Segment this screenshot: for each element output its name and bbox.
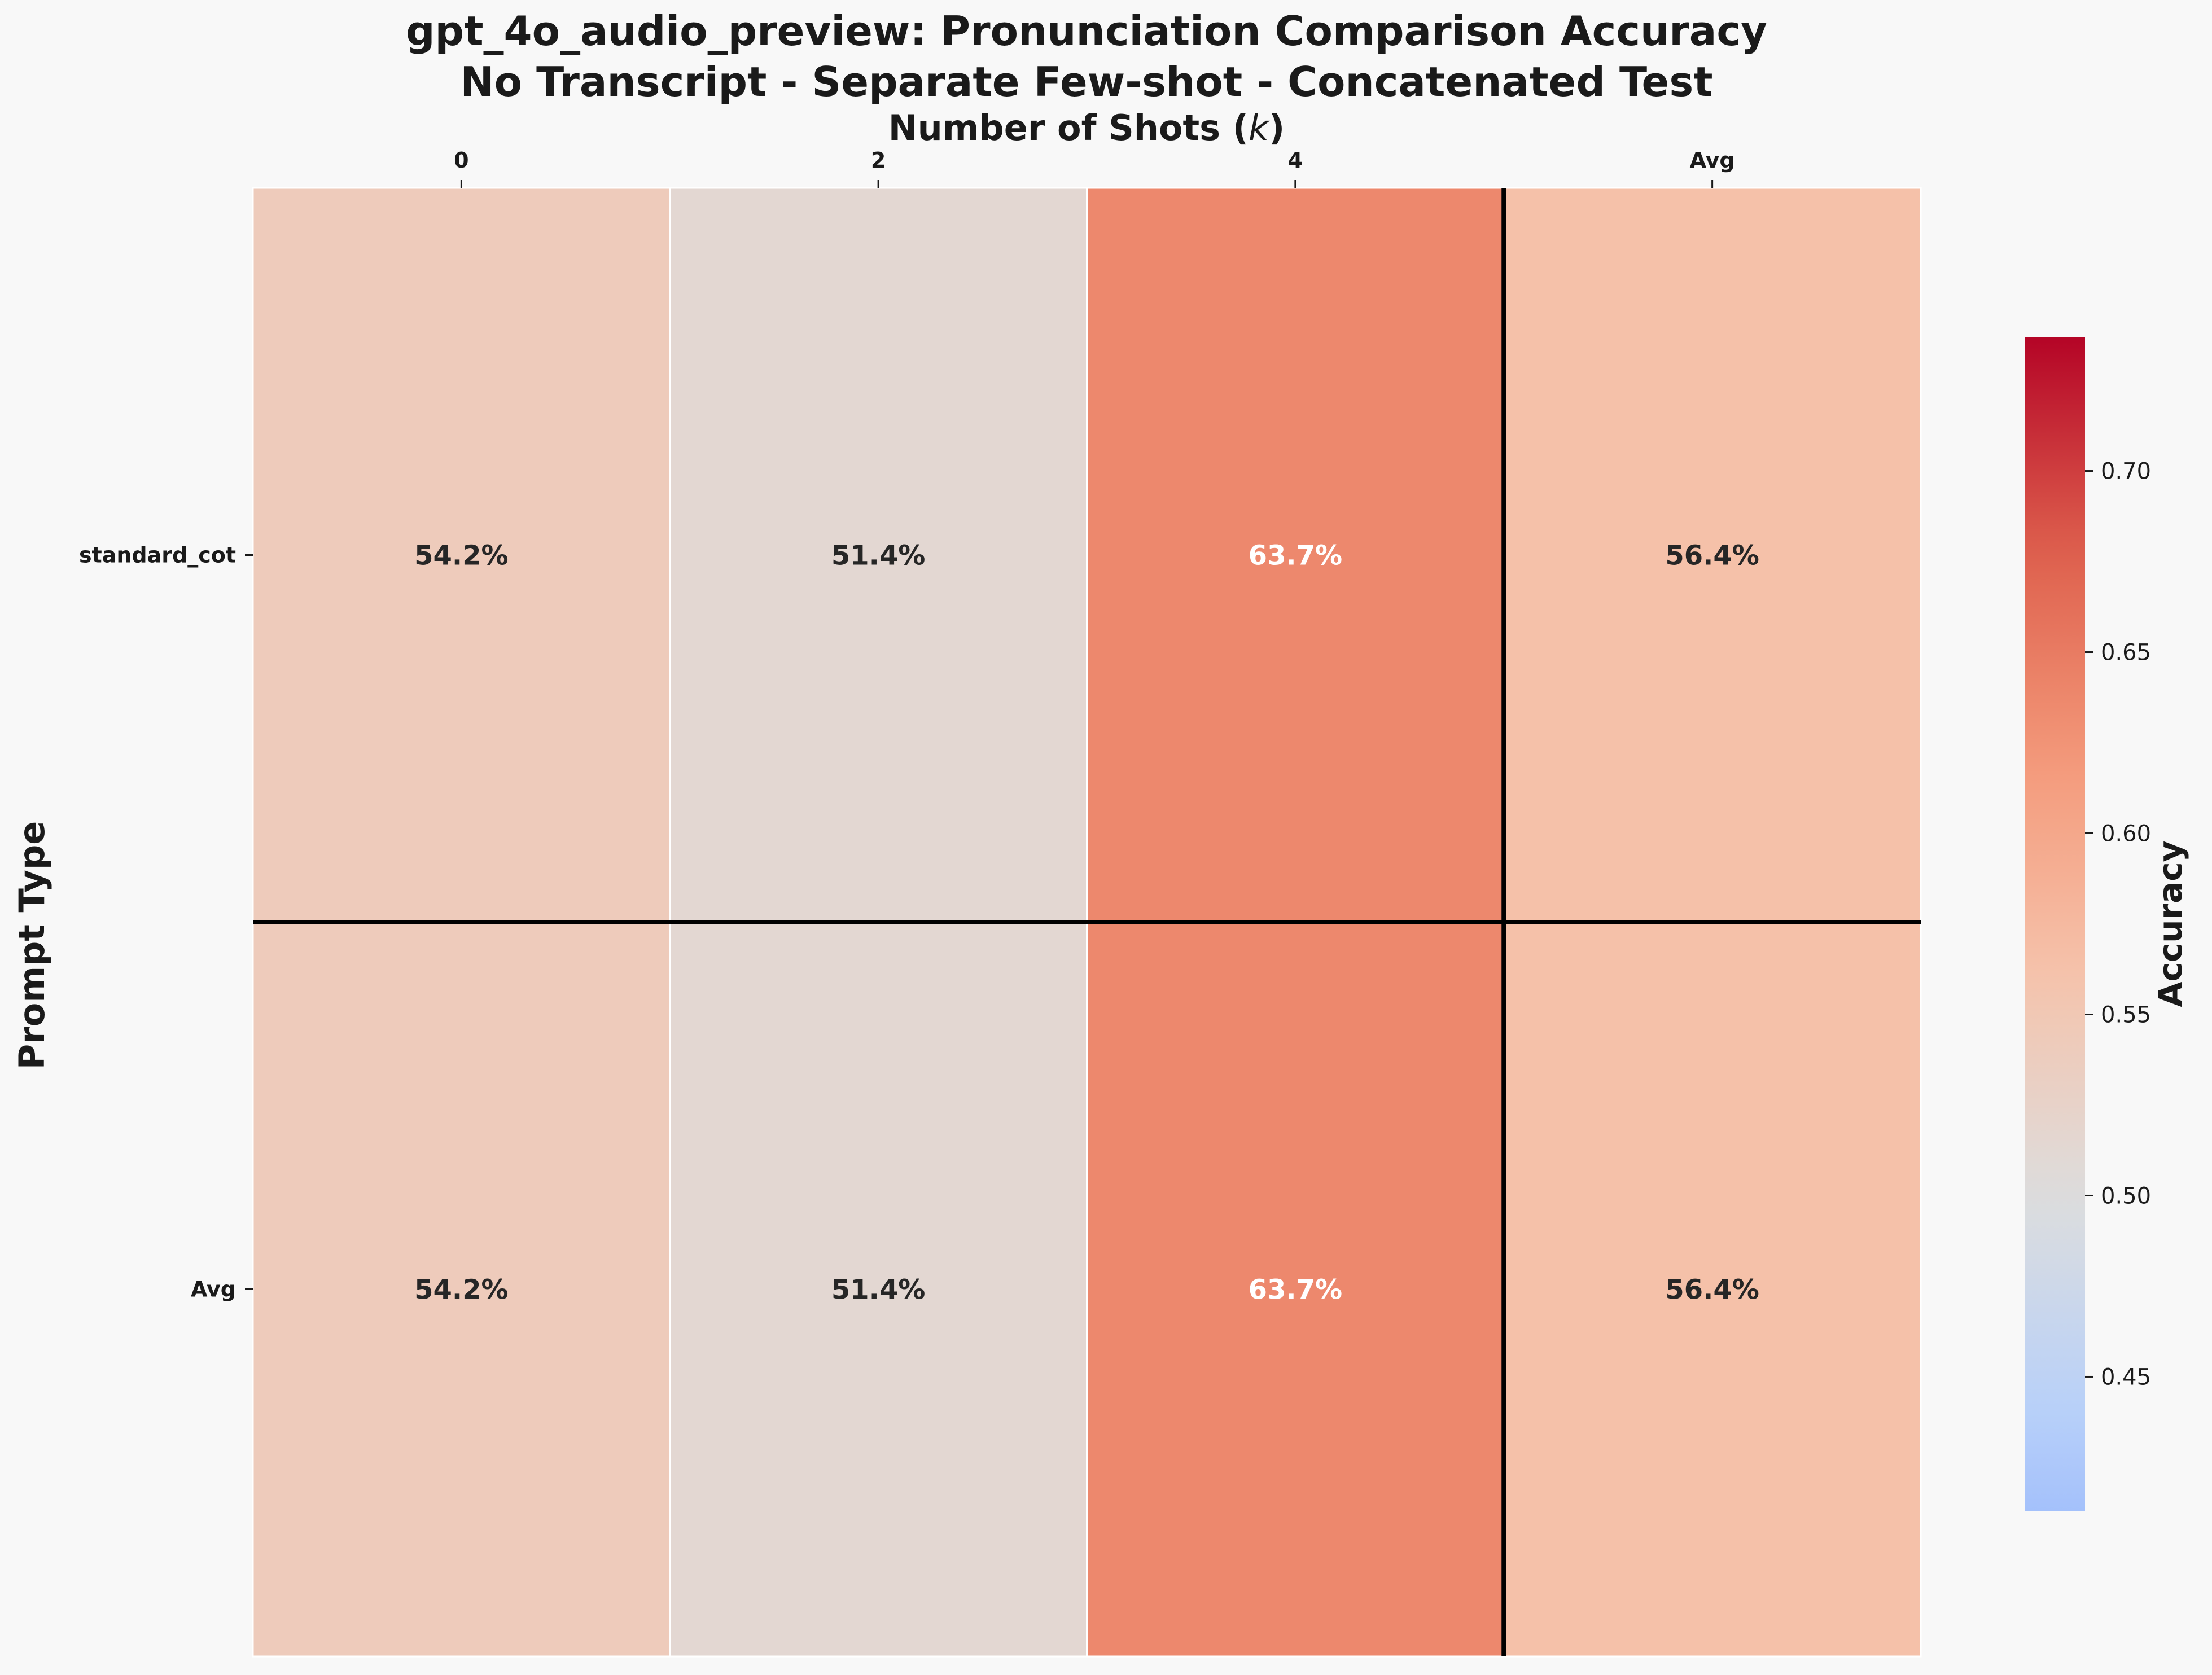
heatmap-cell-labels: 54.2% 51.4% 63.7% 56.4% 54.2% 51.4% 63.7% 56.4%: [414, 540, 1759, 1306]
chart-subtitle: No Transcript - Separate Few-shot - Conc…: [460, 58, 1712, 106]
cell-value-label: 63.7%: [1249, 1274, 1343, 1306]
cell-value-label: 56.4%: [1665, 540, 1759, 572]
x-tick-label: Avg: [1690, 148, 1735, 173]
colorbar-tick-label: 0.55: [2101, 1002, 2151, 1028]
colorbar-ticks: 0.45 0.50 0.55 0.60 0.65 0.70: [2085, 459, 2151, 1390]
heatmap-cell: [252, 187, 671, 923]
y-axis-ticks: standard_cot Avg: [79, 543, 253, 1302]
cell-value-label: 54.2%: [414, 540, 509, 572]
heatmap-cell: [252, 921, 671, 1658]
y-tick-label: standard_cot: [79, 543, 236, 568]
heatmap-cell: [1503, 921, 1922, 1658]
y-tick-label: Avg: [191, 1277, 236, 1302]
cell-value-label: 51.4%: [831, 1274, 926, 1306]
cell-value-label: 54.2%: [414, 1274, 509, 1306]
y-axis-label: Prompt Type: [11, 821, 52, 1070]
separator-lines: [253, 188, 1921, 1656]
heatmap-cell: [669, 187, 1088, 923]
heatmap-cell: [1086, 921, 1505, 1658]
heatmap-cell: [669, 921, 1088, 1658]
cell-value-label: 56.4%: [1665, 1274, 1759, 1306]
colorbar-tick-label: 0.45: [2101, 1364, 2151, 1390]
heatmap-cell: [1503, 187, 1922, 923]
colorbar-tick-label: 0.50: [2101, 1183, 2151, 1209]
colorbar-tick-label: 0.60: [2101, 821, 2151, 847]
chart-title: gpt_4o_audio_preview: Pronunciation Comp…: [406, 7, 1767, 55]
colorbar-label: Accuracy: [2151, 841, 2189, 1007]
x-tick-label: 0: [454, 148, 468, 173]
x-axis-label: Number of Shots (k): [888, 107, 1285, 148]
colorbar: [2025, 337, 2085, 1511]
x-tick-label: 4: [1288, 148, 1303, 173]
heatmap-cells: [252, 187, 1922, 1658]
colorbar-tick-label: 0.65: [2101, 640, 2151, 666]
x-tick-label: 2: [871, 148, 886, 173]
cell-value-label: 51.4%: [831, 540, 926, 572]
colorbar-tick-label: 0.70: [2101, 459, 2151, 485]
x-axis-ticks: 0 2 4 Avg: [454, 148, 1735, 188]
cell-value-label: 63.7%: [1249, 540, 1343, 572]
